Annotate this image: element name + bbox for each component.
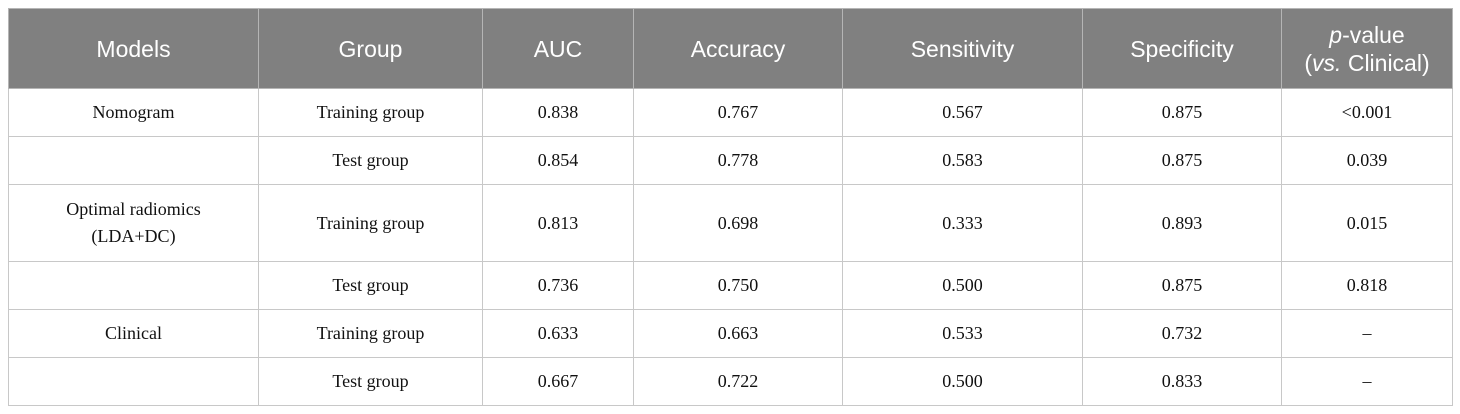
value-cell: 0.875 bbox=[1082, 88, 1282, 137]
value-cell: 0.667 bbox=[482, 357, 634, 406]
group-cell: Test group bbox=[258, 136, 483, 185]
value-cell: 0.732 bbox=[1082, 309, 1282, 358]
value-cell: 0.567 bbox=[842, 88, 1083, 137]
value-cell: 0.767 bbox=[633, 88, 843, 137]
group-cell: Training group bbox=[258, 184, 483, 262]
table-row: Test group 0.854 0.778 0.583 0.875 0.039 bbox=[8, 136, 1453, 185]
value-cell: – bbox=[1281, 309, 1453, 358]
header-row: Models Group AUC Accuracy Sensitivity Specifi… bbox=[8, 8, 1453, 89]
model-cell bbox=[8, 357, 259, 406]
value-cell: – bbox=[1281, 357, 1453, 406]
model-cell: Nomogram bbox=[8, 88, 259, 137]
model-name: Clinical bbox=[105, 323, 162, 343]
value-cell: 0.818 bbox=[1281, 261, 1453, 310]
results-table: Models Group AUC Accuracy Sensitivity Specifi… bbox=[8, 8, 1453, 406]
value-cell: 0.015 bbox=[1281, 184, 1453, 262]
header-part: ( bbox=[1304, 49, 1313, 76]
value-cell: 0.698 bbox=[633, 184, 843, 262]
value-cell: 0.039 bbox=[1281, 136, 1453, 185]
group-cell: Test group bbox=[258, 261, 483, 310]
table-row: Test group 0.667 0.722 0.500 0.833– bbox=[8, 357, 1453, 406]
header-part: p bbox=[1329, 21, 1343, 48]
value-cell: 0.750 bbox=[633, 261, 843, 310]
column-header: AUC bbox=[482, 8, 634, 89]
value-cell: 0.813 bbox=[482, 184, 634, 262]
column-header: Sensitivity bbox=[842, 8, 1083, 89]
model-name: Nomogram bbox=[92, 102, 175, 122]
value-cell: 0.875 bbox=[1082, 261, 1282, 310]
value-cell: 0.583 bbox=[842, 136, 1083, 185]
column-header: Accuracy bbox=[633, 8, 843, 89]
model-cell: Optimal radiomics (LDA+DC) bbox=[8, 184, 259, 262]
model-name: (LDA+DC) bbox=[91, 226, 176, 246]
value-cell: 0.722 bbox=[633, 357, 843, 406]
value-cell: <0.001 bbox=[1281, 88, 1453, 137]
value-cell: 0.533 bbox=[842, 309, 1083, 358]
column-header: p-value (vs. Clinical) bbox=[1281, 8, 1453, 89]
value-cell: 0.500 bbox=[842, 261, 1083, 310]
column-header: Specificity bbox=[1082, 8, 1282, 89]
group-cell: Training group bbox=[258, 88, 483, 137]
value-cell: 0.778 bbox=[633, 136, 843, 185]
column-header: Models bbox=[8, 8, 259, 89]
group-cell: Training group bbox=[258, 309, 483, 358]
group-cell: Test group bbox=[258, 357, 483, 406]
table-row: Nomogram Training group 0.838 0.767 0.567 0.8… bbox=[8, 88, 1453, 137]
table-row: Clinical Training group 0.633 0.663 0.533 0.7… bbox=[8, 309, 1453, 358]
table-body: Nomogram Training group 0.838 0.767 0.567 0.8… bbox=[8, 88, 1453, 406]
table-row: Test group 0.736 0.750 0.500 0.875 0.818 bbox=[8, 261, 1453, 310]
value-cell: 0.893 bbox=[1082, 184, 1282, 262]
value-cell: 0.875 bbox=[1082, 136, 1282, 185]
model-cell bbox=[8, 136, 259, 185]
header-part: -value bbox=[1342, 21, 1405, 48]
model-cell bbox=[8, 261, 259, 310]
value-cell: 0.838 bbox=[482, 88, 634, 137]
column-header: Group bbox=[258, 8, 483, 89]
value-cell: 0.854 bbox=[482, 136, 634, 185]
value-cell: 0.663 bbox=[633, 309, 843, 358]
value-cell: 0.736 bbox=[482, 261, 634, 310]
header-part: vs. bbox=[1312, 49, 1342, 76]
value-cell: 0.633 bbox=[482, 309, 634, 358]
table-row: Optimal radiomics (LDA+DC) Training group 0… bbox=[8, 184, 1453, 262]
model-name: Optimal radiomics bbox=[66, 199, 201, 219]
model-cell: Clinical bbox=[8, 309, 259, 358]
value-cell: 0.500 bbox=[842, 357, 1083, 406]
value-cell: 0.833 bbox=[1082, 357, 1282, 406]
header-part: Clinical) bbox=[1341, 49, 1430, 76]
value-cell: 0.333 bbox=[842, 184, 1083, 262]
